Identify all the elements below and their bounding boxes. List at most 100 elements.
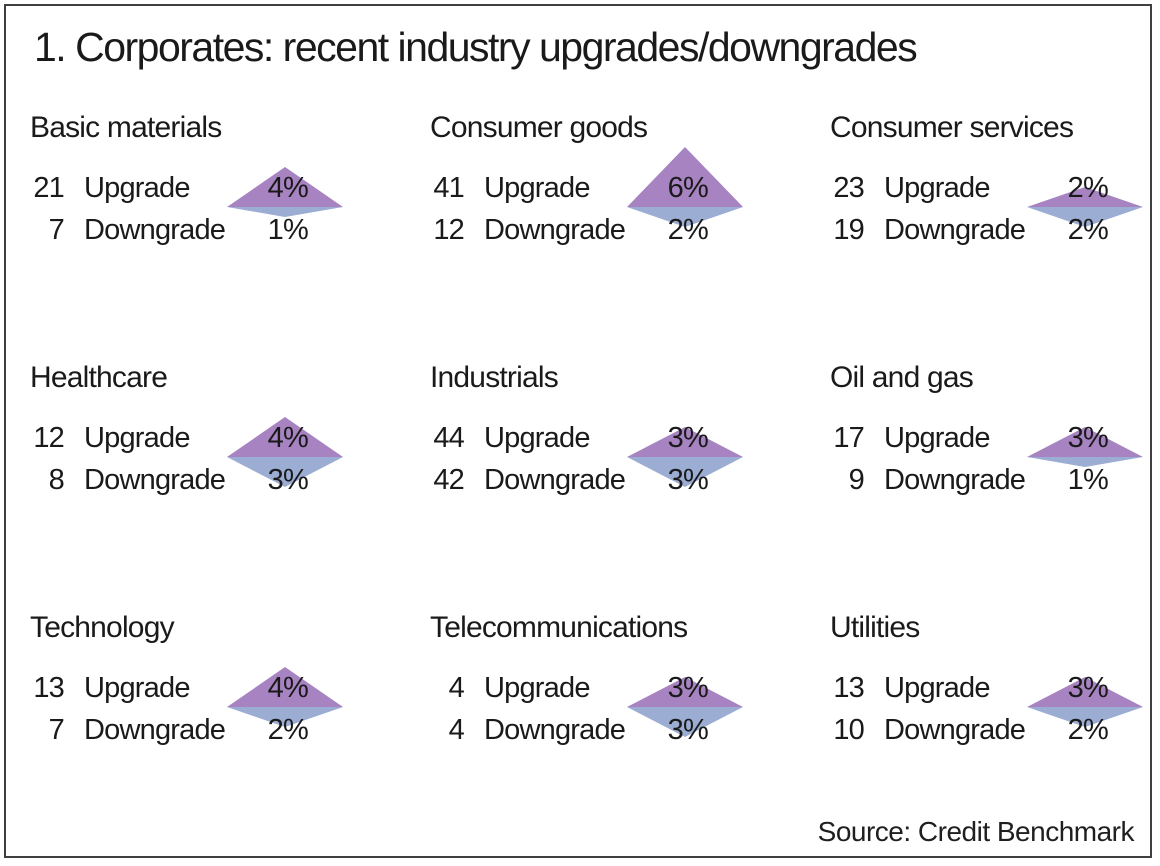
industry-title: Industrials (430, 361, 559, 394)
industry-panel: Telecommunications 4 Upgrade 3% 4 Downgr… (430, 610, 830, 860)
downgrade-row: 10 Downgrade 2% (830, 709, 1146, 751)
upgrade-label: Upgrade (484, 171, 590, 204)
downgrade-row: 7 Downgrade 2% (30, 709, 430, 751)
downgrade-percent: 3% (667, 713, 709, 746)
downgrade-triangle-icon (627, 207, 743, 227)
industry-panel: Technology 13 Upgrade 4% 7 Downgrade 2% (30, 610, 430, 860)
downgrade-label: Downgrade (484, 463, 626, 496)
industry-title: Technology (30, 611, 175, 644)
downgrade-label: Downgrade (84, 463, 226, 496)
industry-grid: Basic materials 21 Upgrade 4% 7 Downgrad… (30, 110, 1146, 860)
upgrade-triangle-icon (627, 147, 743, 207)
panel-rows: 41 Upgrade 6% 12 Downgrade 2% (430, 147, 830, 251)
upgrade-row: 23 Upgrade 2% (830, 167, 1146, 209)
updown-triangle-glyph (227, 667, 343, 727)
upgrade-row: 13 Upgrade 4% (30, 667, 430, 709)
downgrade-label: Downgrade (484, 213, 626, 246)
upgrade-count: 21 (33, 171, 64, 204)
upgrade-row: 41 Upgrade 6% (430, 167, 830, 209)
upgrade-label: Upgrade (84, 671, 190, 704)
upgrade-row: 17 Upgrade 3% (830, 417, 1146, 459)
updown-triangle-glyph (1027, 427, 1143, 467)
updown-triangle-glyph (627, 427, 743, 487)
updown-triangle-glyph (1027, 187, 1143, 227)
downgrade-row: 42 Downgrade 3% (430, 459, 830, 501)
industry-title: Oil and gas (830, 361, 974, 394)
industry-panel: Utilities 13 Upgrade 3% 10 Downgrade 2% (830, 610, 1146, 860)
upgrade-row: 21 Upgrade 4% (30, 167, 430, 209)
industry-panel: Healthcare 12 Upgrade 4% 8 Downgrade 3% (30, 360, 430, 610)
downgrade-label: Downgrade (884, 213, 1026, 246)
upgrade-label: Upgrade (484, 421, 590, 454)
figure-title: 1. Corporates: recent industry upgrades/… (34, 24, 918, 70)
upgrade-row: 12 Upgrade 4% (30, 417, 430, 459)
upgrade-label: Upgrade (884, 671, 990, 704)
industry-title: Telecommunications (430, 611, 688, 644)
downgrade-count: 19 (833, 213, 864, 246)
downgrade-label: Downgrade (84, 213, 226, 246)
industry-title: Consumer services (830, 111, 1074, 144)
upgrade-count: 13 (33, 671, 64, 704)
updown-triangle-glyph (227, 167, 343, 217)
industry-panel: Consumer services 23 Upgrade 2% 19 Downg… (830, 110, 1146, 360)
upgrade-label: Upgrade (884, 171, 990, 204)
upgrade-percent: 2% (1067, 171, 1109, 204)
downgrade-count: 9 (848, 463, 865, 496)
downgrade-percent: 2% (1067, 213, 1109, 246)
downgrade-row: 19 Downgrade 2% (830, 209, 1146, 251)
upgrade-label: Upgrade (84, 171, 190, 204)
downgrade-label: Downgrade (884, 713, 1026, 746)
downgrade-triangle-icon (627, 457, 743, 487)
downgrade-triangle-icon (227, 207, 343, 217)
downgrade-row: 4 Downgrade 3% (430, 709, 830, 751)
downgrade-percent: 2% (1067, 713, 1109, 746)
updown-triangle-glyph (627, 677, 743, 737)
upgrade-count: 23 (833, 171, 864, 204)
upgrade-count: 41 (433, 171, 464, 204)
upgrade-triangle-icon (227, 417, 343, 457)
upgrade-count: 12 (33, 421, 64, 454)
industry-title: Consumer goods (430, 111, 648, 144)
downgrade-triangle-icon (627, 707, 743, 737)
panel-rows: 21 Upgrade 4% 7 Downgrade 1% (30, 167, 430, 251)
downgrade-row: 7 Downgrade 1% (30, 209, 430, 251)
updown-triangle-glyph (627, 147, 743, 227)
downgrade-count: 7 (48, 213, 65, 246)
upgrade-percent: 4% (267, 421, 309, 454)
updown-triangle-glyph (227, 417, 343, 487)
downgrade-label: Downgrade (484, 713, 626, 746)
downgrade-triangle-icon (1027, 707, 1143, 727)
downgrade-label: Downgrade (884, 463, 1026, 496)
downgrade-count: 8 (48, 463, 65, 496)
downgrade-count: 4 (448, 713, 465, 746)
downgrade-count: 7 (48, 713, 65, 746)
downgrade-percent: 1% (1067, 463, 1109, 496)
panel-rows: 13 Upgrade 4% 7 Downgrade 2% (30, 667, 430, 751)
upgrade-triangle-icon (1027, 677, 1143, 707)
upgrade-percent: 3% (1067, 671, 1109, 704)
panel-rows: 17 Upgrade 3% 9 Downgrade 1% (830, 417, 1146, 501)
industry-title: Healthcare (30, 361, 168, 394)
downgrade-triangle-icon (227, 707, 343, 727)
industry-title: Utilities (830, 611, 920, 644)
downgrade-label: Downgrade (84, 713, 226, 746)
upgrade-count: 4 (448, 671, 465, 704)
downgrade-row: 8 Downgrade 3% (30, 459, 430, 501)
downgrade-triangle-icon (1027, 457, 1143, 467)
downgrade-row: 12 Downgrade 2% (430, 209, 830, 251)
upgrade-label: Upgrade (484, 671, 590, 704)
upgrade-count: 17 (833, 421, 864, 454)
panel-rows: 13 Upgrade 3% 10 Downgrade 2% (830, 667, 1146, 751)
upgrade-percent: 4% (267, 671, 309, 704)
downgrade-count: 12 (433, 213, 464, 246)
panel-rows: 23 Upgrade 2% 19 Downgrade 2% (830, 167, 1146, 251)
upgrade-label: Upgrade (84, 421, 190, 454)
upgrade-triangle-icon (627, 677, 743, 707)
updown-triangle-glyph (1027, 677, 1143, 727)
panel-rows: 4 Upgrade 3% 4 Downgrade 3% (430, 667, 830, 751)
upgrade-triangle-icon (227, 667, 343, 707)
upgrade-count: 44 (433, 421, 464, 454)
upgrade-row: 13 Upgrade 3% (830, 667, 1146, 709)
upgrade-triangle-icon (227, 167, 343, 207)
upgrade-triangle-icon (627, 427, 743, 457)
